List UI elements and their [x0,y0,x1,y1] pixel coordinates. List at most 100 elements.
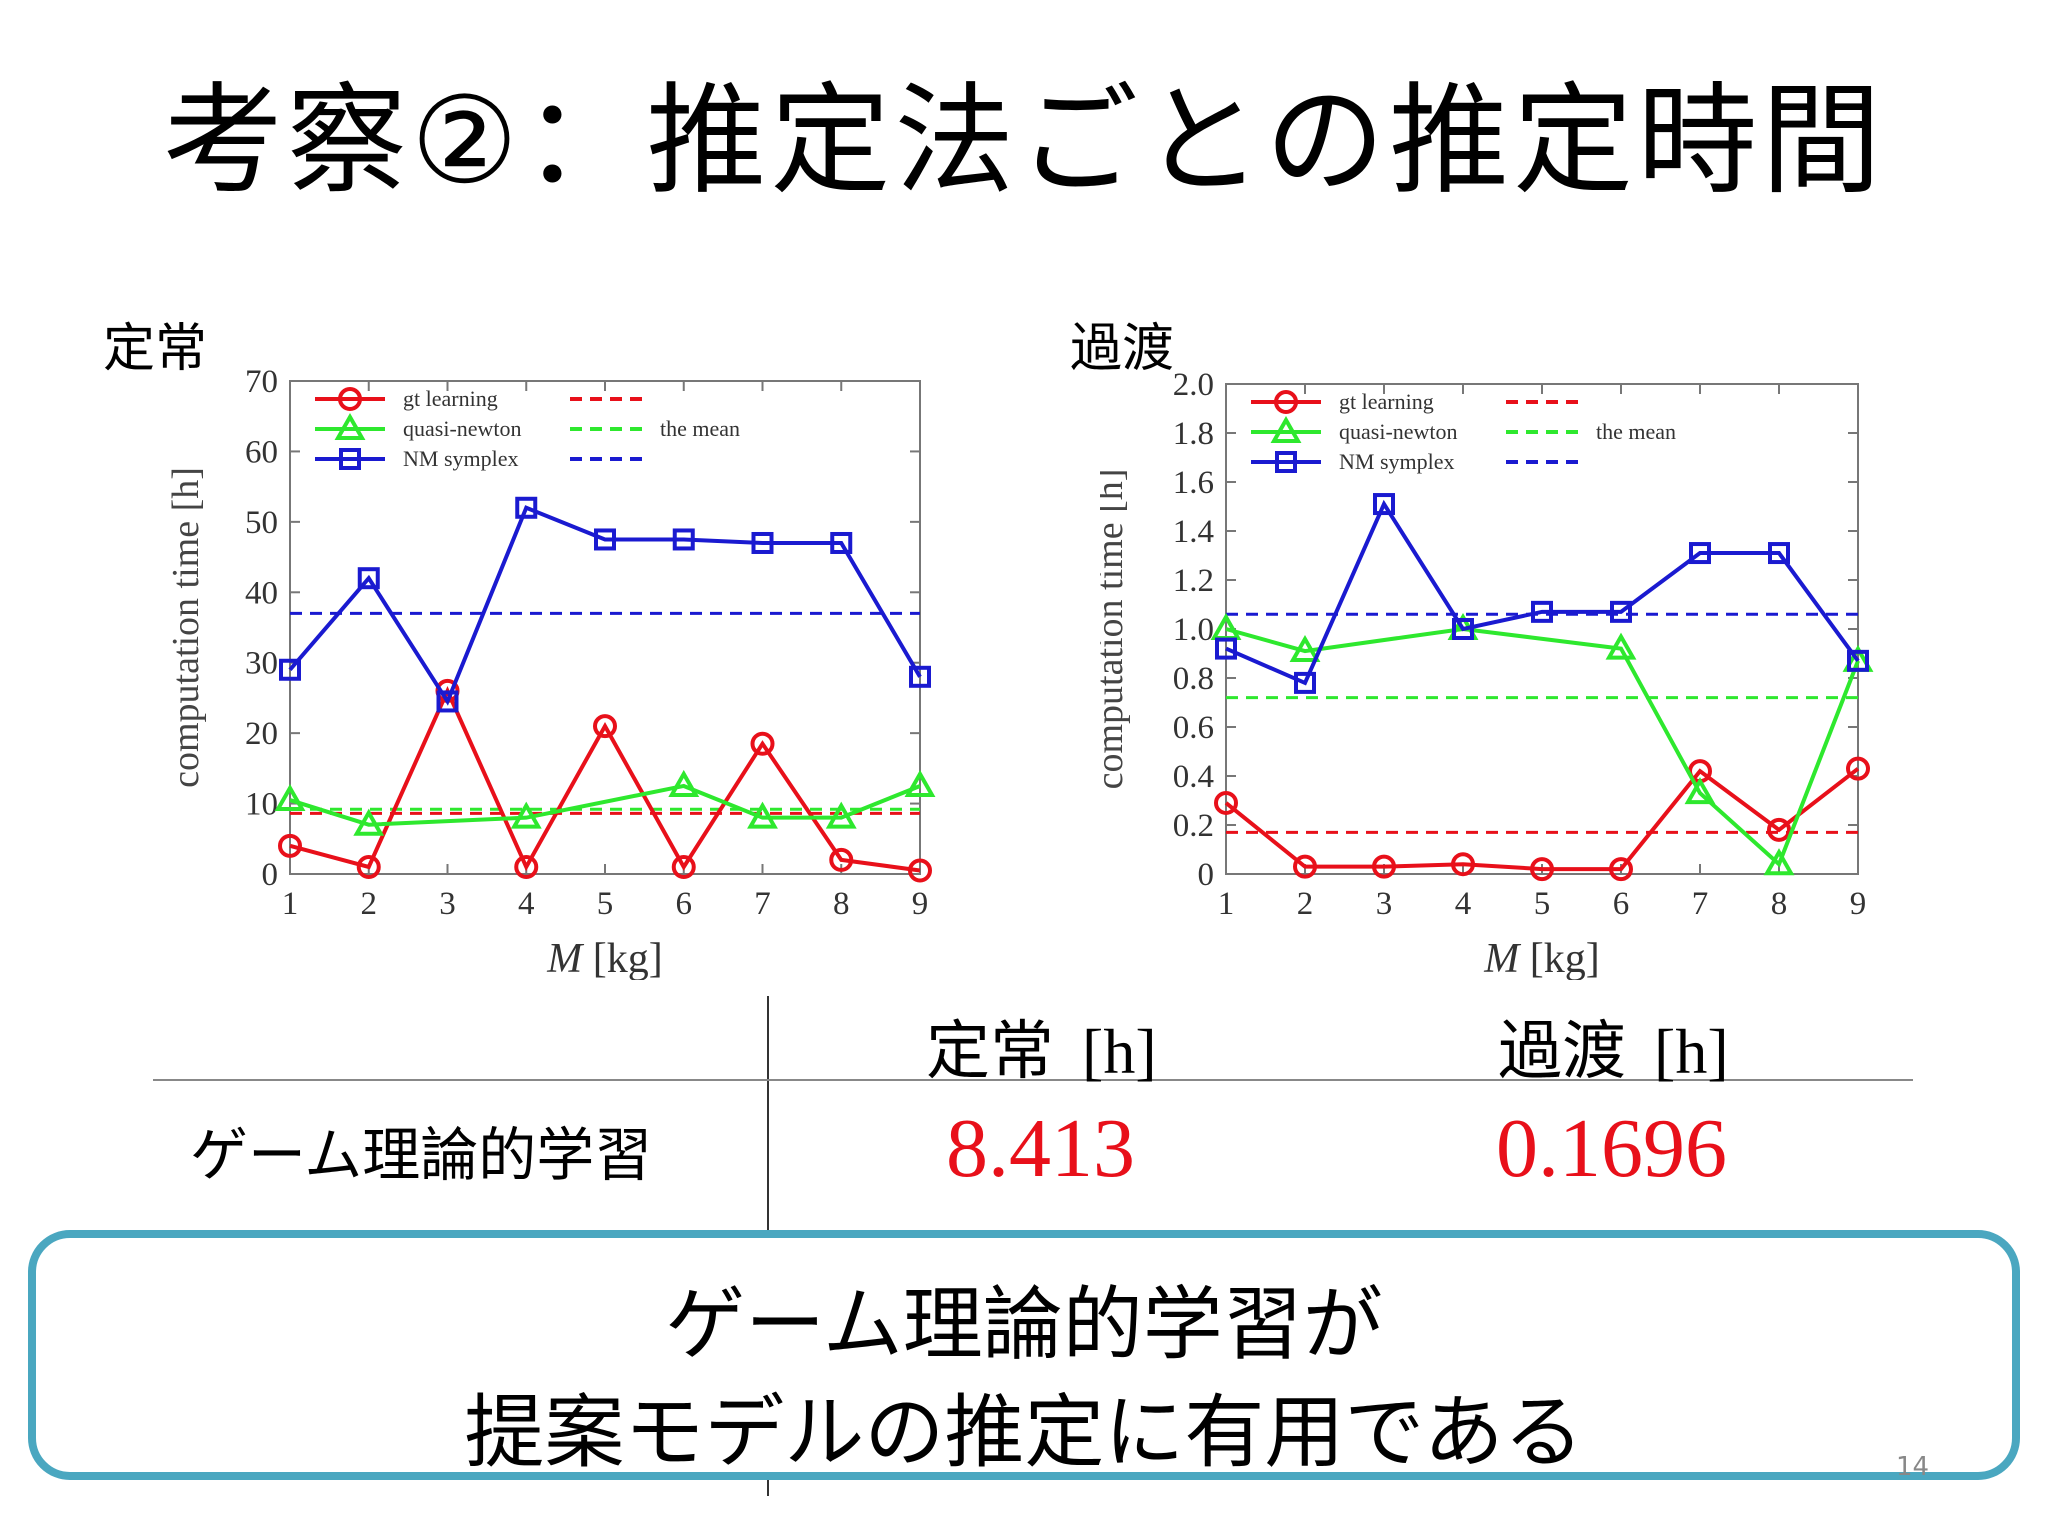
legend-marker [338,387,362,411]
data-point [1373,493,1395,516]
x-tick-label: 9 [912,886,929,922]
y-tick-label: 20 [245,716,278,752]
y-tick-label: 1.4 [1173,514,1214,550]
data-point [279,658,301,681]
data-point [830,531,853,554]
y-tick-label: 50 [245,505,278,541]
data-point [672,528,695,551]
x-tick-label: 9 [1850,886,1867,922]
table-header-transient: 過渡 [h] [1498,1000,1729,1092]
data-point [1768,542,1790,565]
data-point [909,665,931,688]
y-axis-label: computation time [h] [165,467,207,788]
table-header-steady-unit: [h] [1082,1016,1157,1087]
data-point [747,801,778,829]
x-tick-label: 7 [754,886,771,922]
x-tick-label: 8 [1771,886,1788,922]
legend-label: gt learning [1339,389,1434,414]
series-line [1224,767,1860,872]
data-point [904,769,936,797]
page-number: 14 [1896,1452,1930,1482]
data-point [1763,848,1795,876]
data-point [908,858,932,883]
data-point [1530,857,1554,882]
plot-frame [1225,383,1859,875]
x-tick-label: 8 [833,886,850,922]
y-tick-label: 1.0 [1173,612,1214,648]
y-tick-label: 2.0 [1173,367,1214,403]
data-point [1605,632,1637,660]
table-row-label: ゲーム理論的学習 [190,1121,653,1189]
y-tick-label: 0 [1198,857,1215,893]
legend-mean-label: the mean [660,416,740,441]
data-point [1531,600,1553,623]
conclusion-line-2: 提案モデルの推定に有用である [464,1386,1584,1479]
legend-marker [1270,415,1302,443]
x-tick-label: 5 [1534,886,1551,922]
y-tick-label: 60 [245,434,278,470]
x-tick-label: 1 [1218,886,1235,922]
y-tick-label: 1.6 [1173,465,1214,501]
x-tick-label: 2 [1297,886,1314,922]
table-header-steady: 定常 [h] [926,1000,1157,1092]
data-point [1372,854,1396,879]
x-tick-label: 6 [676,886,693,922]
data-point [1609,857,1633,882]
data-point [594,528,616,551]
data-point [829,847,854,872]
table-value-steady: 8.413 [946,1102,1135,1195]
x-axis-label: M [kg] [546,936,662,980]
x-tick-label: 4 [518,886,535,922]
y-tick-label: 0 [262,857,279,893]
data-point [1610,600,1632,623]
data-point [514,854,539,879]
y-tick-label: 40 [245,575,278,611]
data-point [1451,852,1475,877]
chart-transient: 0 0.2 0.4 0.6 0.8 1.0 1.2 1.4 1.6 1.8 2.0 1 2 3 4 5 6 7 8 9… [1100,367,1874,980]
data-point [1846,756,1870,781]
x-tick-label: 7 [1692,886,1709,922]
conclusion-callout: ゲーム理論的学習が 提案モデルの推定に有用である [28,1230,2020,1480]
data-point [671,854,696,879]
data-point [825,801,857,829]
legend-mean-label: the mean [1596,419,1676,444]
y-tick-label: 0.6 [1173,710,1214,746]
legend-marker [334,412,366,440]
x-axis-label: M [kg] [1483,936,1599,980]
x-tick-label: 5 [597,886,614,922]
series-line [289,685,921,873]
series-line [1225,626,1860,868]
legend-marker [339,448,361,470]
y-tick-label: 1.2 [1173,563,1214,599]
data-point [436,690,459,713]
data-point [1767,817,1791,842]
table-header-transient-unit: [h] [1654,1016,1729,1087]
data-point [668,769,700,797]
data-point [1294,671,1316,694]
y-tick-label: 70 [245,364,278,400]
x-tick-label: 3 [1376,886,1393,922]
table-value-transient: 0.1696 [1496,1102,1727,1195]
y-axis-label: computation time [h] [1100,469,1131,790]
data-point [1215,637,1237,660]
legend-marker [1274,390,1298,414]
data-point [1452,618,1474,640]
chart-panel-label-transient: 過渡 [1070,319,1175,379]
data-point [1684,777,1716,805]
conclusion-line-1: ゲーム理論的学習が [665,1278,1383,1371]
x-tick-label: 4 [1455,886,1472,922]
legend-marker [1275,451,1297,473]
legend-label: gt learning [403,386,498,411]
data-point [1214,790,1238,815]
y-tick-label: 1.8 [1173,416,1214,452]
table-header-steady-label: 定常 [926,1015,1054,1089]
series-line [288,505,922,706]
table-header-transient-label: 過渡 [1498,1015,1626,1089]
data-point [353,808,385,836]
chart-panel-label-steady: 定常 [103,319,208,379]
series-line [1225,499,1860,686]
legend-label: NM symplex [403,446,519,471]
data-point [278,833,302,858]
data-point [515,496,538,519]
table-horizontal-divider [153,1079,1913,1081]
